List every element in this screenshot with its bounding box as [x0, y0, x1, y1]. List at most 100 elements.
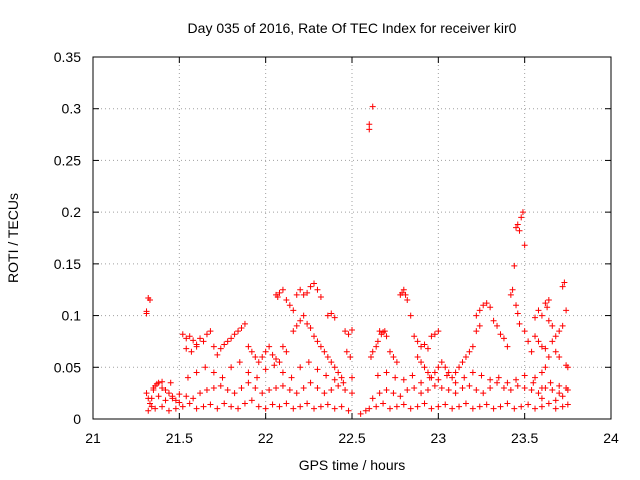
data-point — [473, 328, 480, 335]
data-point — [442, 401, 449, 408]
data-point — [456, 403, 463, 410]
data-point — [274, 293, 281, 300]
data-point — [197, 335, 204, 342]
data-point — [290, 307, 297, 314]
data-point — [273, 356, 280, 363]
data-point — [183, 335, 190, 342]
data-point — [328, 359, 335, 366]
data-point — [148, 403, 155, 410]
data-point — [535, 338, 542, 345]
data-point — [172, 405, 179, 412]
data-point — [349, 327, 355, 334]
data-point — [487, 304, 494, 311]
data-point — [254, 374, 261, 381]
data-point — [169, 395, 176, 402]
data-point — [193, 369, 200, 376]
data-point — [262, 366, 269, 373]
data-point — [241, 320, 248, 327]
data-point — [148, 395, 155, 402]
data-point — [500, 335, 507, 342]
data-point — [228, 335, 235, 342]
data-point — [483, 401, 490, 408]
data-point — [297, 286, 304, 293]
data-point — [530, 379, 537, 386]
data-point — [255, 359, 262, 366]
data-point — [283, 297, 290, 304]
data-point — [288, 374, 295, 381]
data-point — [390, 353, 397, 360]
x-axis-label: GPS time / hours — [299, 457, 406, 473]
data-point — [145, 407, 152, 414]
data-point — [146, 297, 153, 304]
data-point — [236, 359, 243, 366]
data-point — [552, 397, 559, 404]
y-axis-label: ROTI / TECUs — [5, 193, 21, 283]
data-point — [466, 348, 473, 355]
data-point — [276, 359, 283, 366]
data-point — [342, 387, 349, 394]
data-point — [400, 286, 407, 293]
data-point — [431, 331, 438, 338]
data-point — [314, 366, 321, 373]
data-point — [452, 390, 459, 397]
data-point — [328, 387, 335, 394]
data-point — [407, 312, 414, 319]
data-point — [544, 304, 551, 311]
data-point — [207, 401, 214, 408]
data-point — [462, 353, 469, 360]
data-point — [219, 374, 226, 381]
data-point — [435, 364, 442, 371]
data-point — [431, 382, 438, 389]
data-point — [186, 400, 193, 407]
grid — [93, 57, 611, 419]
data-point — [317, 293, 324, 300]
data-point — [290, 405, 297, 412]
data-point — [563, 307, 570, 314]
data-point — [297, 403, 304, 410]
data-point — [183, 393, 190, 400]
y-tick-label: 0.2 — [62, 204, 82, 220]
data-point — [494, 322, 501, 329]
data-point — [404, 387, 411, 394]
data-point — [400, 401, 407, 408]
data-point — [421, 400, 428, 407]
data-point — [238, 324, 245, 331]
data-point — [202, 364, 209, 371]
data-point — [404, 297, 411, 304]
data-point — [238, 384, 245, 391]
data-point — [409, 372, 416, 379]
data-point — [559, 393, 566, 400]
data-point — [383, 369, 390, 376]
data-point — [513, 376, 520, 383]
data-point — [255, 403, 262, 410]
data-point — [490, 317, 497, 324]
data-point — [476, 403, 483, 410]
data-point — [307, 283, 314, 290]
data-point — [300, 384, 307, 391]
data-point — [162, 397, 169, 404]
data-point — [535, 390, 542, 397]
data-point — [200, 338, 207, 345]
data-point — [381, 328, 388, 335]
data-point — [435, 376, 442, 383]
data-point — [449, 374, 456, 381]
data-point — [349, 390, 355, 397]
data-point — [276, 403, 283, 410]
data-point — [556, 382, 563, 389]
y-tick-label: 0.35 — [54, 49, 81, 65]
data-point — [552, 348, 559, 355]
data-point — [190, 395, 197, 402]
data-point — [248, 348, 255, 355]
data-point — [494, 379, 501, 386]
data-point — [311, 333, 318, 340]
data-point — [307, 379, 314, 386]
data-point — [383, 333, 390, 340]
data-point — [190, 337, 197, 344]
data-point — [487, 376, 494, 383]
data-point — [152, 405, 159, 412]
data-point — [271, 362, 278, 369]
data-point — [400, 376, 407, 383]
data-point — [276, 289, 283, 296]
data-point — [357, 410, 364, 417]
data-point — [155, 393, 162, 400]
